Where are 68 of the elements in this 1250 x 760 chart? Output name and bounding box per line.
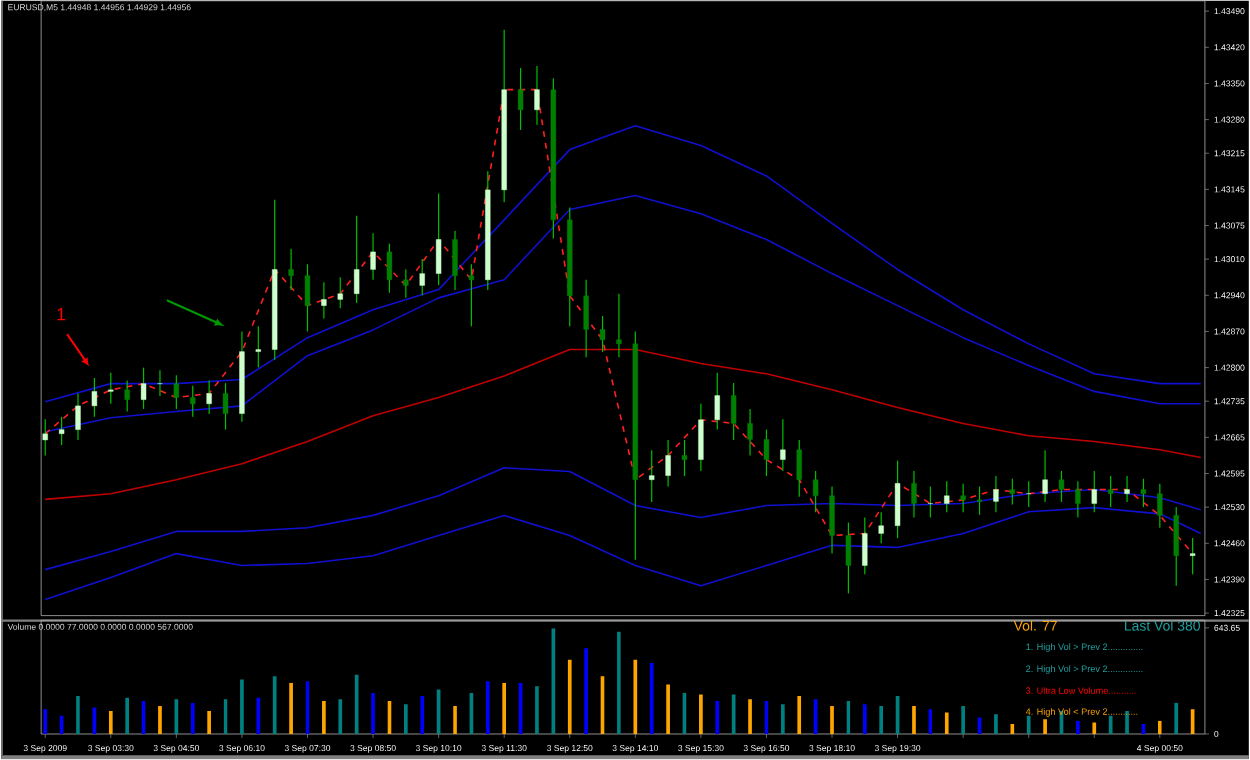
candlestick (206, 380, 212, 416)
candlestick (468, 264, 475, 328)
candlestick (616, 293, 622, 359)
candlestick (796, 439, 802, 498)
candlestick (140, 367, 147, 410)
candlestick (993, 475, 999, 514)
candlestick (517, 67, 524, 131)
candlestick (354, 215, 360, 304)
candlestick (731, 382, 737, 441)
candlestick (1108, 475, 1114, 509)
candlestick (698, 403, 704, 472)
line-series (44, 125, 1202, 403)
candlestick (976, 486, 983, 516)
candlestick (845, 522, 852, 595)
candlestick (1124, 475, 1130, 503)
candlestick (1009, 478, 1015, 506)
candlestick (1157, 483, 1163, 529)
candlestick (1042, 450, 1048, 503)
candlestick (58, 416, 65, 447)
candlestick (960, 483, 966, 514)
candlestick (681, 439, 688, 478)
candlestick (599, 315, 606, 354)
candlestick (714, 372, 720, 431)
candlestick (386, 243, 393, 294)
candlestick (944, 481, 950, 514)
candlestick (665, 439, 671, 488)
candlestick (75, 393, 81, 441)
candlestick (780, 419, 786, 472)
candlestick (763, 429, 770, 478)
candlestick (1140, 478, 1147, 509)
candlestick (1026, 481, 1032, 509)
candlestick (1058, 470, 1065, 503)
candlestick (222, 382, 229, 431)
candlestick (747, 408, 753, 457)
candlestick (173, 375, 180, 410)
annotation: 1 (57, 308, 66, 321)
candlestick (337, 276, 343, 310)
candlestick (157, 369, 163, 397)
candlestick (124, 380, 130, 413)
candlestick (288, 248, 294, 292)
candlestick (1173, 506, 1179, 587)
candlestick (304, 264, 311, 333)
candlestick (649, 450, 655, 503)
candlestick (255, 326, 261, 369)
candlestick (534, 65, 540, 126)
candlestick (190, 385, 196, 418)
candlestick (812, 470, 819, 514)
candlestick (108, 372, 114, 405)
candlestick (927, 486, 934, 519)
candlestick (321, 282, 327, 320)
candlestick (911, 470, 917, 519)
candlestick (1189, 537, 1196, 576)
candlestick (435, 193, 442, 286)
candlestick (829, 486, 835, 555)
candlestick (862, 517, 868, 576)
candlestick (1075, 481, 1081, 519)
candlestick (42, 419, 48, 457)
candlestick (403, 269, 409, 299)
line-series (44, 467, 1202, 571)
candlestick (91, 377, 98, 418)
candlestick (583, 279, 589, 359)
candlestick (1091, 470, 1097, 514)
candlestick (370, 233, 376, 281)
line-series (44, 349, 1202, 501)
candlestick (878, 512, 884, 545)
candlestick (419, 258, 425, 297)
candlestick (894, 460, 901, 540)
candlestick (452, 230, 458, 292)
